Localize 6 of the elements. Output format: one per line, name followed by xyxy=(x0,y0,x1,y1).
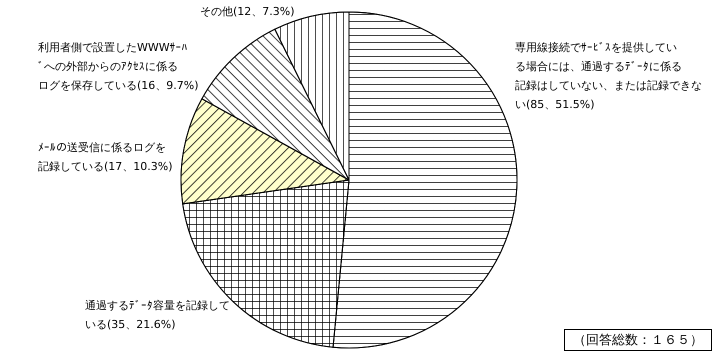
slice-label: ﾒｰﾙの送受信に係るログを記録している(17、10.3%) xyxy=(38,141,173,173)
text: （回答総数：１６５） xyxy=(564,329,712,351)
slice-label: その他(12、7.3%) xyxy=(200,5,295,18)
slice-label: 専用線接続でｻｰﾋﾞｽを提供している場合には、通過するﾃﾞｰﾀに係る記録はしていない、または記録できない(85、51.5%) xyxy=(515,41,702,111)
slice-label: 利用者側で設置したWWWｻｰﾊﾞへの外部からのｱｸｾｽに係るログを保存している(16、9.7%) xyxy=(38,41,199,92)
slice-label: 通過するﾃﾞｰﾀ容量を記録している(35、21.6%) xyxy=(85,299,230,331)
